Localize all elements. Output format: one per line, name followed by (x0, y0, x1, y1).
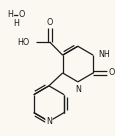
Text: NH: NH (97, 50, 109, 59)
Text: H: H (7, 10, 13, 19)
Text: N: N (74, 85, 80, 94)
Text: H: H (13, 19, 19, 28)
Text: HO: HO (17, 38, 29, 47)
Text: O: O (46, 18, 53, 27)
Text: O: O (19, 10, 25, 19)
Text: O: O (108, 68, 114, 77)
Text: N: N (46, 117, 51, 126)
